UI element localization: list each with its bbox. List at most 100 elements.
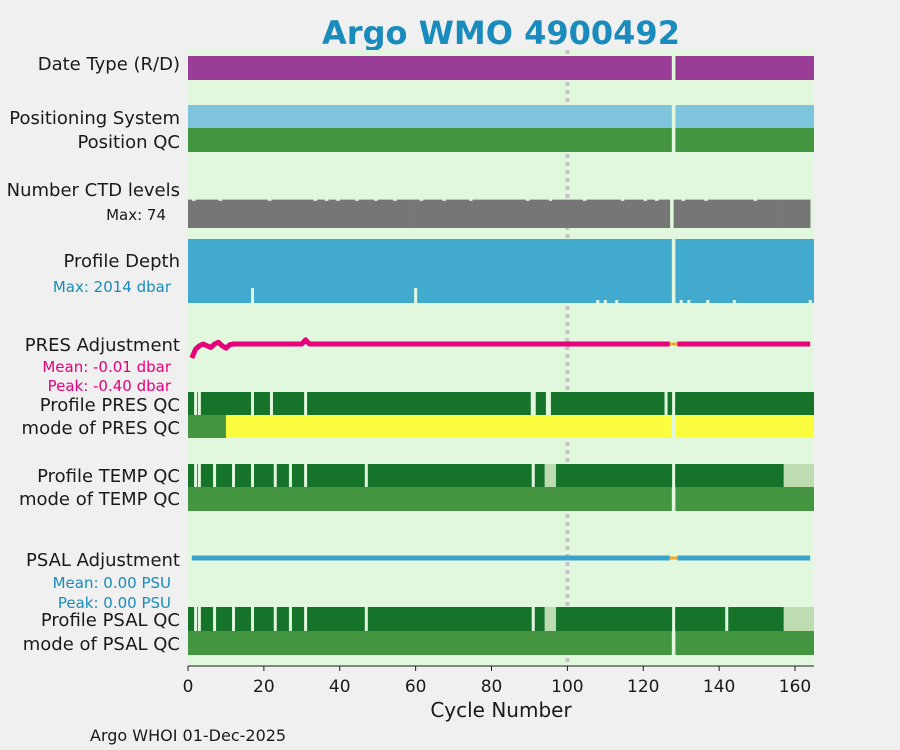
ctd-level-bar	[385, 199, 390, 228]
ctd-level-bar	[430, 199, 435, 228]
ctd-level-bar	[434, 199, 439, 228]
label-ctd-max: Max: 74	[106, 206, 166, 224]
ctd-level-bar	[745, 199, 750, 228]
ctd-level-bar	[753, 200, 758, 228]
x-tick-label: 60	[405, 677, 427, 697]
ctd-level-bar	[635, 199, 640, 228]
shallow-profile-notch	[706, 300, 710, 303]
ctd-level-bar	[404, 199, 409, 228]
psal-qc-break	[364, 607, 368, 631]
pres-qc-break	[269, 392, 273, 415]
label-position-qc: Position QC	[77, 132, 180, 153]
pres-qc-break	[545, 392, 551, 415]
ctd-level-bar	[271, 199, 276, 228]
x-tick-label: 100	[551, 677, 583, 697]
ctd-level-bar	[279, 199, 284, 228]
ctd-level-bar	[286, 199, 291, 228]
ctd-level-bar	[658, 199, 663, 228]
ctd-level-bar	[563, 199, 568, 228]
ctd-level-bar	[631, 199, 636, 228]
ctd-level-bar	[734, 199, 739, 228]
ctd-level-bar	[798, 199, 803, 228]
profile-depth-gap	[671, 239, 676, 303]
ctd-level-bar	[506, 199, 511, 228]
ctd-level-bar	[191, 200, 196, 228]
ctd-level-bar	[556, 199, 561, 228]
temp-qc-break	[364, 464, 368, 487]
ctd-level-bar	[457, 199, 462, 228]
label-pres-mean: Mean: -0.01 dbar	[42, 358, 172, 376]
psal-qc-break	[725, 607, 729, 631]
shallow-profile-notch	[808, 300, 812, 303]
label-profile-depth: Profile Depth	[63, 251, 180, 272]
ctd-level-bar	[252, 199, 257, 228]
psal-qc-break	[213, 607, 217, 631]
ctd-level-bar	[206, 199, 212, 228]
label-pres-adjustment: PRES Adjustment	[25, 335, 180, 356]
x-tick-label: 20	[253, 677, 275, 697]
ctd-level-bar	[370, 199, 375, 228]
label-ctd-levels: Number CTD levels	[7, 180, 180, 201]
ctd-level-bar	[423, 199, 428, 228]
positioning-system-bar	[188, 105, 814, 128]
mode-psal-qc-gap	[671, 631, 676, 655]
ctd-level-bar	[445, 199, 451, 228]
shallow-profile-notch	[687, 300, 691, 303]
ctd-level-bar	[263, 199, 268, 228]
label-mode-temp-qc: mode of TEMP QC	[19, 489, 180, 510]
ctd-level-bar	[696, 199, 701, 228]
ctd-level-bar	[593, 199, 599, 228]
temp-qc-break	[273, 464, 277, 487]
ctd-level-bar	[396, 199, 401, 228]
ctd-level-bar	[639, 199, 644, 228]
label-mode-pres-qc: mode of PRES QC	[22, 418, 180, 439]
ctd-level-bar	[301, 199, 306, 228]
ctd-level-bar	[666, 199, 671, 228]
ctd-level-bar	[468, 200, 473, 228]
profile-depth-bar	[188, 239, 814, 303]
label-psal-peak: Peak: 0.00 PSU	[58, 594, 171, 612]
ctd-level-bar	[559, 199, 564, 228]
ctd-level-bar	[518, 199, 523, 228]
mode-temp-qc-gap	[671, 487, 676, 511]
ctd-level-bar	[533, 199, 538, 228]
label-psal-mean: Mean: 0.00 PSU	[53, 574, 171, 592]
temp-qc-break	[213, 464, 217, 487]
pres-qc-break	[250, 392, 254, 415]
ctd-level-bar	[400, 199, 405, 228]
ctd-level-bar	[244, 199, 250, 228]
plot-area	[188, 50, 814, 666]
label-profile-pres-qc: Profile PRES QC	[40, 395, 180, 416]
x-axis-label: Cycle Number	[430, 698, 572, 722]
ctd-level-bar	[366, 199, 371, 228]
ctd-level-bar	[309, 199, 314, 228]
ctd-level-bar	[449, 199, 454, 228]
psal-qc-light	[783, 607, 814, 631]
ctd-level-bar	[495, 199, 500, 228]
ctd-level-bar	[552, 199, 557, 228]
ctd-level-bar	[233, 199, 238, 228]
psal-qc-break	[194, 607, 198, 631]
ctd-level-bar	[586, 199, 591, 228]
ctd-level-bar	[643, 200, 648, 228]
ctd-level-bar	[282, 199, 287, 228]
label-mode-psal-qc: mode of PSAL QC	[23, 634, 180, 655]
ctd-level-bar	[229, 199, 234, 228]
ctd-level-bar	[354, 200, 360, 228]
ctd-level-bar	[381, 199, 386, 228]
ctd-level-bar	[722, 199, 728, 228]
shallow-profile-notch	[596, 300, 600, 303]
ctd-level-bar	[612, 199, 618, 228]
shallow-profile-notch	[732, 300, 736, 303]
psal-qc-break	[197, 607, 201, 631]
ctd-level-bar	[685, 199, 690, 228]
ctd-level-bar	[806, 199, 811, 228]
pres-adjustment-line	[189, 337, 670, 359]
ctd-level-bar	[776, 199, 781, 228]
ctd-level-bar	[540, 199, 545, 228]
ctd-level-bar	[362, 199, 367, 228]
ctd-level-bar	[320, 199, 325, 228]
ctd-level-bar	[749, 199, 754, 228]
ctd-level-bar	[548, 200, 553, 228]
ctd-level-bar	[597, 199, 602, 228]
